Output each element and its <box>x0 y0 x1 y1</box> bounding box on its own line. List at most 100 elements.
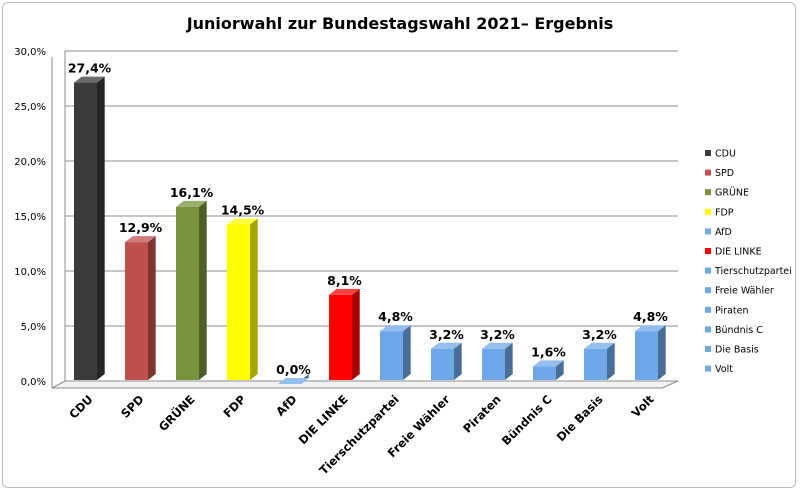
data-label: 4,8% <box>378 309 413 324</box>
legend-swatch <box>705 169 711 176</box>
bar-side <box>352 288 360 380</box>
data-label: 4,8% <box>633 309 668 324</box>
bar-freie-wähler <box>431 342 462 380</box>
bar-front <box>227 224 250 380</box>
bar-top <box>431 342 462 349</box>
data-label: 3,2% <box>429 327 464 342</box>
bar-piraten <box>482 342 513 380</box>
x-tick-label: Bündnis C <box>499 392 555 448</box>
bar-top <box>329 288 360 295</box>
legend-swatch <box>705 306 711 313</box>
legend-swatch <box>705 326 711 333</box>
y-axis-ticks: 0,0% 5,0% 10,0% 15,0% 20,0% 25,0% 30,0% <box>14 47 46 388</box>
bar-front <box>482 348 505 380</box>
bar-top <box>482 342 513 349</box>
bar-front <box>125 242 148 380</box>
bar-side <box>148 236 156 380</box>
data-label: 3,2% <box>480 327 515 342</box>
bar-front <box>533 366 556 380</box>
legend-label: Freie Wähler <box>715 286 774 297</box>
legend-item: CDU <box>705 149 736 160</box>
bar-top <box>533 360 564 367</box>
legend-item: SPD <box>705 168 734 179</box>
legend: CDU SPD GRÜNE FDP AfD DIE LINKE Tierschutzpart… <box>705 149 792 375</box>
legend-item: Freie Wähler <box>705 286 774 297</box>
x-tick-label: Die Basis <box>554 392 606 444</box>
legend-swatch <box>705 208 711 215</box>
bar-top <box>125 236 156 243</box>
gridlines <box>51 50 679 389</box>
bar-side <box>97 76 105 380</box>
bar-side <box>658 325 666 380</box>
bar-die-basis <box>584 342 615 380</box>
legend-item: Bündnis C <box>705 325 763 336</box>
data-label: 12,9% <box>119 220 163 235</box>
bar-top <box>227 218 258 225</box>
bar-spd <box>125 236 156 380</box>
bar-side <box>556 360 564 380</box>
bar-front <box>380 331 403 380</box>
legend-item: AfD <box>705 227 732 238</box>
bar-front <box>635 331 658 380</box>
bar-side <box>505 342 513 380</box>
x-tick-label: SPD <box>118 392 146 420</box>
bar-side <box>607 342 615 380</box>
bar-front <box>431 348 454 380</box>
data-label: 16,1% <box>170 185 214 200</box>
data-label: 1,6% <box>531 344 566 359</box>
legend-swatch <box>705 267 711 274</box>
legend-item: Tierschutzpartei <box>705 266 792 277</box>
x-tick-label: AfD <box>273 392 299 418</box>
x-tick-label: FDP <box>220 392 248 420</box>
legend-label: Volt <box>715 364 733 375</box>
bar-top <box>635 325 666 332</box>
legend-swatch <box>705 287 711 294</box>
bar-die-linke <box>329 288 360 380</box>
chart-floor <box>51 380 679 389</box>
data-label: 14,5% <box>221 203 265 218</box>
bar-front <box>329 294 352 380</box>
x-tick-label: CDU <box>66 392 95 421</box>
legend-label: Bündnis C <box>715 325 763 336</box>
data-labels: 27,4% 12,9% 16,1% 14,5% 0,0% 8,1% 4,8% 3,2% 3,2%… <box>68 61 668 377</box>
legend-item: Volt <box>705 364 733 375</box>
bar-top <box>584 342 615 349</box>
y-tick-label: 5,0% <box>21 322 46 333</box>
data-label: 8,1% <box>327 273 362 288</box>
y-tick-label: 25,0% <box>14 102 46 113</box>
legend-swatch <box>705 189 711 196</box>
bar-fdp <box>227 218 258 380</box>
bar-volt <box>635 325 666 380</box>
legend-swatch <box>705 346 711 352</box>
bar-side <box>454 342 462 380</box>
legend-swatch <box>705 248 711 254</box>
data-label: 27,4% <box>68 61 112 76</box>
legend-label: Tierschutzpartei <box>714 266 792 277</box>
x-tick-label: GRÜNE <box>155 391 198 434</box>
bar-top <box>380 325 411 332</box>
legend-label: Piraten <box>715 305 748 316</box>
bar-side <box>250 218 258 380</box>
bar-front <box>74 82 97 380</box>
legend-swatch <box>705 365 711 372</box>
legend-swatch <box>705 150 711 156</box>
bar-cdu <box>74 76 105 380</box>
bar-tierschutzpartei <box>380 325 411 380</box>
data-label: 3,2% <box>582 327 617 342</box>
y-tick-label: 10,0% <box>14 267 46 278</box>
chart-title: Juniorwahl zur Bundestagswahl 2021– Erge… <box>186 14 614 33</box>
y-tick-label: 30,0% <box>14 47 46 58</box>
bar-grüne <box>176 200 207 380</box>
bar-front <box>176 206 199 380</box>
legend-item: FDP <box>705 207 734 218</box>
legend-label: DIE LINKE <box>715 247 762 258</box>
data-label: 0,0% <box>276 362 311 377</box>
legend-item: GRÜNE <box>705 188 749 199</box>
legend-label: SPD <box>715 168 734 179</box>
legend-label: AfD <box>715 227 732 238</box>
x-tick-label: DIE LINKE <box>296 392 351 447</box>
legend-swatch <box>705 228 711 235</box>
bar-side <box>403 325 411 380</box>
